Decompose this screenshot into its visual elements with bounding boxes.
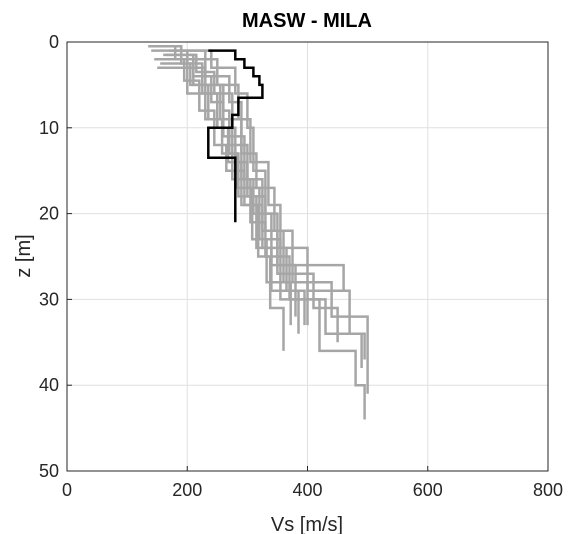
y-tick-labels: 0 10 20 30 40 50: [39, 32, 59, 481]
ensemble-profile-line: [169, 49, 366, 420]
ensemble-profile-line: [157, 66, 292, 326]
axes-box: [66, 41, 549, 472]
x-tick-label: 600: [413, 480, 443, 500]
series-layer: [148, 45, 369, 420]
ensemble-profile-line: [181, 57, 366, 360]
y-tick-label: 20: [39, 204, 59, 224]
x-tick-label: 800: [533, 480, 563, 500]
best-fit-profile-line: [207, 49, 264, 223]
y-tick-label: 30: [39, 289, 59, 309]
x-tick-label: 400: [292, 480, 322, 500]
x-axis-label: Vs [m/s]: [271, 514, 343, 534]
x-tick-label: 0: [62, 480, 72, 500]
ensemble-profile-line: [172, 66, 285, 351]
y-tick-label: 50: [39, 461, 59, 481]
y-axis-label: z [m]: [13, 234, 35, 277]
x-tick-labels: 0 200 400 600 800: [62, 480, 563, 500]
ensemble-profile-line: [175, 49, 345, 291]
y-tick-label: 10: [39, 118, 59, 138]
chart-title: MASW - MILA: [242, 10, 372, 32]
ensemble-profile-line: [154, 57, 306, 326]
x-tick-label: 200: [172, 480, 202, 500]
y-tick-label: 40: [39, 375, 59, 395]
y-tick-label: 0: [49, 32, 59, 52]
ensemble-profile-line: [166, 53, 369, 394]
